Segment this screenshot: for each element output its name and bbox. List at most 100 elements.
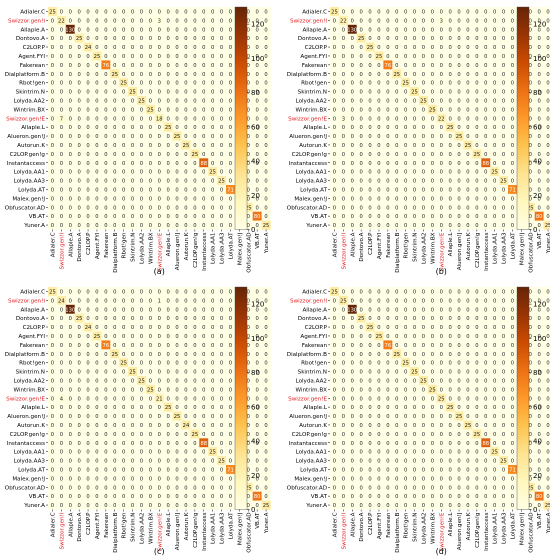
cell-value-label: 0 bbox=[202, 485, 205, 491]
heatmap-cell bbox=[356, 376, 366, 386]
cell-value-label: 0 bbox=[104, 476, 107, 482]
cell-value-label: 0 bbox=[113, 134, 116, 140]
heatmap-cell bbox=[454, 313, 464, 323]
cell-value-label: 0 bbox=[359, 289, 362, 295]
heatmap-cell bbox=[243, 491, 253, 501]
cell-value-label: 0 bbox=[131, 316, 134, 322]
cell-value-label: 0 bbox=[475, 134, 478, 140]
heatmap-cell bbox=[154, 87, 164, 97]
cell-value-label: 0 bbox=[140, 125, 143, 131]
heatmap-cell bbox=[154, 438, 164, 448]
heatmap-cell bbox=[243, 456, 253, 466]
heatmap-cell bbox=[119, 456, 129, 466]
cell-value-label: 0 bbox=[255, 325, 258, 331]
heatmap-cell bbox=[445, 211, 455, 221]
cell-value-label: 0 bbox=[377, 36, 380, 42]
heatmap-cell bbox=[499, 429, 509, 439]
heatmap-cell bbox=[463, 367, 473, 377]
cell-value-label: 0 bbox=[122, 152, 125, 158]
cell-value-label: 0 bbox=[342, 352, 345, 358]
heatmap-cell bbox=[48, 78, 58, 88]
cell-value-label: 0 bbox=[184, 214, 187, 220]
heatmap-cell bbox=[347, 167, 357, 177]
heatmap-cell bbox=[347, 340, 357, 350]
cell-value-label: 0 bbox=[220, 143, 223, 149]
cell-value-label: 0 bbox=[264, 432, 267, 438]
cell-value-label: 0 bbox=[493, 196, 496, 202]
cell-value-label: 0 bbox=[131, 214, 134, 220]
cell-value-label: 0 bbox=[448, 352, 451, 358]
cell-value-label: 0 bbox=[511, 205, 514, 211]
heatmap-cell bbox=[128, 131, 138, 141]
cell-value-label: 0 bbox=[131, 98, 134, 104]
heatmap-cell bbox=[190, 349, 200, 359]
heatmap-cell bbox=[154, 429, 164, 439]
heatmap-cell bbox=[472, 220, 482, 230]
cell-value-label: 0 bbox=[448, 9, 451, 15]
cell-value-label: 0 bbox=[537, 107, 540, 113]
heatmap-cell bbox=[56, 402, 67, 412]
heatmap-cell bbox=[137, 456, 147, 466]
cell-value-label: 0 bbox=[440, 334, 443, 340]
cell-value-label: 0 bbox=[193, 387, 196, 393]
heatmap-cell bbox=[154, 24, 164, 34]
heatmap-cell bbox=[137, 15, 147, 26]
heatmap-cell bbox=[365, 295, 375, 306]
cell-value-label: 0 bbox=[422, 325, 425, 331]
cell-value-label: 0 bbox=[546, 325, 549, 331]
heatmap-cell bbox=[181, 24, 191, 34]
heatmap-cell bbox=[490, 167, 500, 177]
heatmap-cell bbox=[199, 393, 209, 403]
heatmap-cell bbox=[508, 185, 518, 195]
heatmap-cell bbox=[217, 7, 227, 17]
cell-value-label: 0 bbox=[220, 72, 223, 78]
heatmap-cell bbox=[508, 313, 518, 323]
cell-value-label: 0 bbox=[529, 396, 532, 402]
heatmap-cell bbox=[383, 131, 393, 141]
heatmap-cell bbox=[383, 104, 393, 115]
cell-value-label: 0 bbox=[475, 316, 478, 322]
cell-value-label: 0 bbox=[359, 81, 362, 87]
cell-value-label: 0 bbox=[229, 179, 232, 185]
heatmap-cell bbox=[490, 429, 500, 439]
heatmap-cell bbox=[252, 313, 262, 323]
cell-value-label: 0 bbox=[475, 81, 478, 87]
cell-value-label: 0 bbox=[51, 72, 54, 78]
cell-value-label: 0 bbox=[377, 378, 380, 384]
row-tick-label: Yuner.A bbox=[23, 503, 45, 509]
cell-value-label: 0 bbox=[247, 494, 250, 500]
heatmap-cell bbox=[48, 24, 58, 34]
cell-value-label: 0 bbox=[175, 81, 178, 87]
heatmap-cell bbox=[508, 295, 518, 306]
heatmap-cell bbox=[208, 185, 218, 195]
cell-value-label: 0 bbox=[466, 205, 469, 211]
cell-value-label: 0 bbox=[457, 361, 460, 367]
cell-value-label: 0 bbox=[475, 107, 478, 113]
heatmap-cell bbox=[226, 500, 236, 510]
heatmap-cell bbox=[217, 24, 227, 34]
heatmap-cell bbox=[508, 376, 518, 386]
column-tick-label: Instantaccess bbox=[202, 512, 208, 550]
row-tick-label: Fakerean bbox=[20, 63, 46, 69]
cell-value-label: 0 bbox=[86, 27, 89, 33]
heatmap-cell bbox=[110, 15, 120, 26]
heatmap-cell bbox=[110, 465, 120, 475]
cell-value-label: 0 bbox=[255, 387, 258, 393]
heatmap-cell bbox=[199, 482, 209, 492]
cell-value-label: 0 bbox=[193, 414, 196, 420]
cell-value-label: 0 bbox=[104, 36, 107, 42]
heatmap-cell bbox=[154, 33, 164, 43]
cell-value-label: 0 bbox=[255, 72, 258, 78]
cell-value-label: 0 bbox=[475, 334, 478, 340]
cell-value-label: 0 bbox=[229, 63, 232, 69]
cell-value-label: 0 bbox=[122, 352, 125, 358]
cell-value-label: 0 bbox=[166, 467, 169, 473]
cell-value-label: 0 bbox=[69, 125, 72, 131]
heatmap-cell bbox=[145, 482, 156, 492]
heatmap-cell bbox=[181, 131, 191, 141]
heatmap-cell bbox=[128, 331, 138, 341]
cell-value-label: 0 bbox=[113, 441, 116, 447]
cell-value-label: 0 bbox=[51, 223, 54, 229]
cell-value-label: 0 bbox=[86, 441, 89, 447]
cell-value-label: 0 bbox=[158, 134, 161, 140]
